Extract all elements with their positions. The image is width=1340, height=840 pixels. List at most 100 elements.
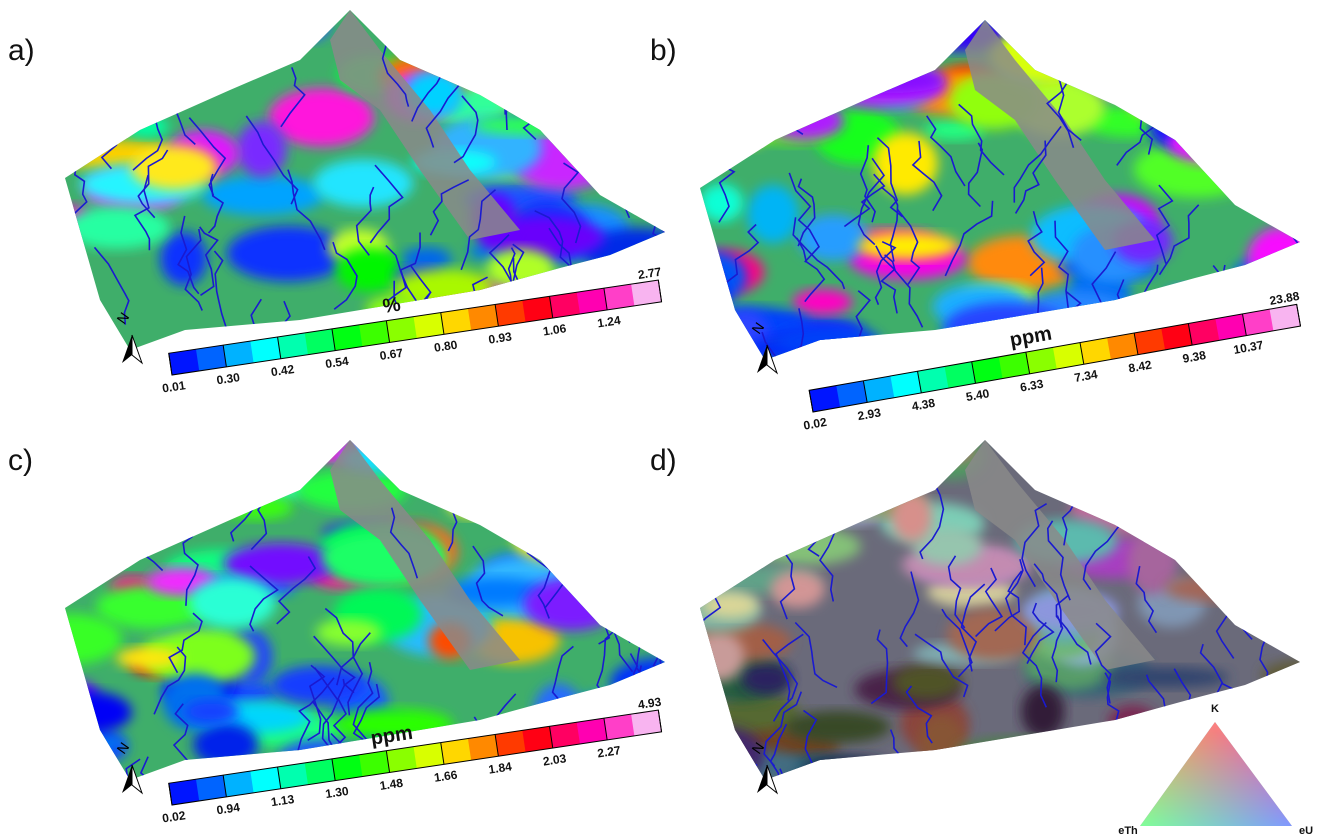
terrain-patch: [507, 476, 617, 532]
terrain-patch: [1148, 101, 1237, 152]
stream: [996, 757, 1012, 820]
terrain-patch: [477, 465, 525, 513]
terrain-patch: [1180, 497, 1270, 538]
terrain-patch: [1161, 70, 1282, 133]
stream: [53, 505, 81, 576]
colorbar-tick-label: 2.77: [637, 265, 662, 282]
colorbar-tick-label: 10.37: [1232, 338, 1264, 357]
panel-label: c): [8, 444, 33, 477]
terrain-patch: [644, 74, 687, 102]
terrain-patch: [131, 145, 218, 190]
terrain-patch: [1126, 69, 1254, 125]
terrain-patch: [892, 664, 962, 700]
stream: [1231, 80, 1253, 137]
terrain-patch: [802, 756, 894, 790]
stream: [749, 51, 772, 116]
colorbar-tick-label: 1.13: [270, 792, 295, 809]
terrain-patch: [22, 679, 99, 708]
terrain-patch: [632, 324, 690, 372]
terrain-patch: [77, 26, 195, 48]
terrain-patch: [1157, 87, 1247, 111]
terrain-patch: [741, 663, 792, 694]
colorbar-tick-label: 8.42: [1127, 358, 1153, 376]
stream: [577, 523, 599, 597]
stream: [628, 757, 653, 833]
terrain-patch: [612, 530, 722, 559]
terrain-patch: [47, 691, 132, 733]
panel: N0.022.934.385.406.337.348.429.3810.3723…: [665, 18, 1340, 433]
terrain-patch: [752, 527, 861, 565]
colorbar-tick-label: 1.84: [488, 759, 513, 776]
terrain-patch: [1168, 122, 1272, 164]
colorbar-unit: %: [381, 294, 402, 318]
stream: [585, 87, 634, 153]
terrain-patch: [116, 647, 181, 669]
colorbar-tick-label: 0.54: [324, 354, 349, 371]
ternary-u: [1140, 722, 1292, 826]
colorbar-tick-label: 2.93: [857, 405, 883, 423]
terrain-patch: [1100, 19, 1156, 75]
terrain-patch: [891, 492, 932, 542]
stream: [1226, 113, 1248, 187]
panel-label: b): [650, 34, 677, 67]
terrain-patch: [842, 451, 904, 512]
stream: [493, 40, 508, 115]
terrain-patch: [595, 112, 714, 163]
terrain-patch: [580, 10, 705, 68]
ternary-right: eU: [1299, 825, 1313, 837]
panel-label: d): [650, 444, 677, 477]
colorbar-tick-label: 0.02: [161, 808, 186, 825]
terrain-patch: [316, 619, 382, 646]
stream: [1198, 277, 1213, 360]
colorbar-tick-label: 0.67: [379, 346, 404, 363]
terrain-colors: [12, 426, 723, 840]
terrain-patch: [189, 577, 276, 627]
colorbar-tick-label: 0.94: [216, 800, 241, 817]
terrain-patch: [700, 184, 743, 222]
terrain-patch: [1228, 515, 1297, 574]
stream: [769, 61, 787, 122]
terrain-patch: [1103, 667, 1229, 688]
terrain-patch: [625, 560, 681, 586]
stream: [583, 514, 628, 582]
colorbar-tick-label: 7.34: [1073, 367, 1099, 385]
stream: [1292, 587, 1340, 666]
ternary-left: eTh: [1118, 825, 1138, 837]
terrain-patch: [717, 105, 769, 146]
stream: [86, 71, 100, 155]
terrain-patch: [695, 749, 800, 781]
terrain-patch: [602, 505, 690, 530]
terrain-patch: [23, 460, 130, 481]
terrain-patch: [747, 185, 799, 243]
stream: [623, 567, 642, 643]
terrain-patch: [675, 267, 729, 327]
stream: [659, 226, 686, 293]
terrain-patch: [1247, 227, 1315, 290]
terrain-patch: [1165, 575, 1274, 603]
colorbar-tick-label: 1.30: [324, 784, 349, 801]
terrain-patch: [513, 519, 617, 564]
terrain-patch: [662, 537, 748, 583]
terrain-patch: [1108, 705, 1157, 739]
terrain-patch: [785, 711, 890, 743]
terrain-patch: [225, 464, 309, 501]
terrain-patch: [57, 96, 135, 124]
colorbar-unit: ppm: [1008, 323, 1053, 352]
colorbar-tick-label: 9.38: [1182, 348, 1208, 366]
terrain-patch: [1189, 433, 1313, 479]
terrain-patch: [1188, 57, 1292, 87]
stream: [781, 59, 808, 135]
terrain-patch: [794, 494, 893, 524]
terrain-patch: [793, 289, 853, 315]
terrain-patch: [487, 450, 561, 475]
colorbar-tick-label: 1.66: [433, 768, 458, 785]
ternary-legend: K eTh eU: [1118, 703, 1313, 837]
colorbar-tick-label: 1.06: [542, 321, 567, 338]
terrain-patch: [1259, 678, 1340, 737]
colorbar-tick-label: 6.33: [1019, 377, 1045, 395]
terrain-patch: [275, 12, 331, 41]
colorbar-tick-label: 5.40: [965, 386, 991, 404]
terrain-patch: [602, 89, 684, 134]
terrain-patch: [918, 715, 965, 769]
stream: [700, 751, 722, 820]
